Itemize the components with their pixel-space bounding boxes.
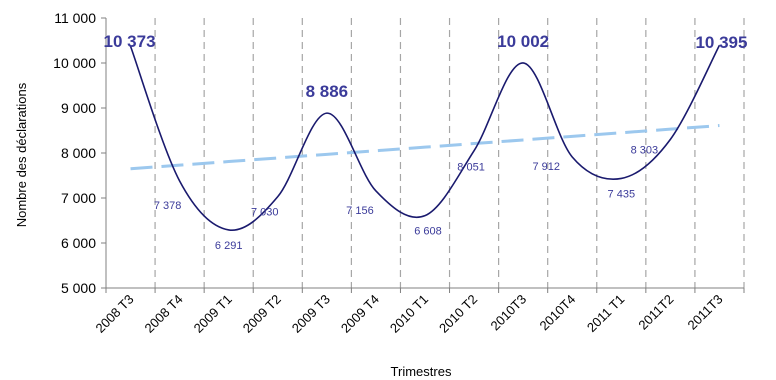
data-label: 10 395 — [695, 33, 747, 52]
data-label: 8 886 — [306, 82, 349, 101]
data-label: 7 435 — [608, 188, 636, 200]
data-labels: 10 373 7 378 6 291 7 030 8 886 7 156 6 608 8 05… — [104, 32, 748, 252]
trend-line — [130, 124, 720, 171]
data-label: 8 303 — [631, 144, 659, 156]
y-axis-title: Nombre des déclarations — [14, 82, 29, 227]
data-label: 6 291 — [215, 240, 243, 252]
x-axis-title: Trimestres — [391, 364, 452, 379]
x-tick-labels: 2008 T3 2008 T4 2009 T1 2009 T2 2009 T3 2009 … — [92, 292, 725, 336]
data-label: 10 373 — [104, 32, 156, 51]
y-tick-label: 9 000 — [61, 100, 96, 116]
x-tick-label: 2009 T2 — [240, 292, 284, 336]
data-label: 7 378 — [154, 200, 182, 212]
data-label: 6 608 — [414, 226, 442, 238]
x-tick-label: 2009 T4 — [338, 292, 382, 336]
y-tick-label: 6 000 — [61, 235, 96, 251]
y-tick-labels: 5 000 6 000 7 000 8 000 9 000 10 000 11 000 — [53, 10, 96, 296]
x-tick-label: 2010T3 — [487, 292, 529, 334]
x-tick-label: 2009 T1 — [191, 292, 235, 336]
x-tick-label: 2009 T3 — [289, 292, 333, 336]
data-series — [129, 44, 721, 231]
y-tick-label: 7 000 — [61, 190, 96, 206]
data-label: 10 002 — [497, 32, 549, 51]
data-label: 7 156 — [346, 205, 374, 217]
vertical-gridlines — [154, 18, 745, 288]
x-tick-label: 2011T3 — [684, 292, 725, 333]
x-tick-label: 2008 T4 — [142, 292, 186, 336]
y-tick-label: 11 000 — [54, 10, 96, 26]
x-tick-label: 2010T4 — [537, 292, 579, 334]
data-label: 8 051 — [457, 162, 485, 174]
trend-line-path — [130, 124, 720, 171]
x-tick-label: 2011 T1 — [584, 292, 627, 335]
y-tick-label: 8 000 — [61, 145, 96, 161]
y-tick-label: 5 000 — [61, 280, 96, 296]
x-tick-label: 2011T2 — [635, 292, 676, 333]
x-tick-label: 2010 T2 — [436, 292, 480, 336]
y-tick-label: 10 000 — [53, 55, 96, 71]
series-line — [129, 44, 721, 231]
x-tick-label: 2010 T1 — [387, 292, 431, 336]
data-label: 7 912 — [532, 161, 560, 173]
x-tick-label: 2008 T3 — [92, 292, 136, 336]
axes — [101, 17, 745, 293]
data-label: 7 030 — [251, 207, 279, 219]
